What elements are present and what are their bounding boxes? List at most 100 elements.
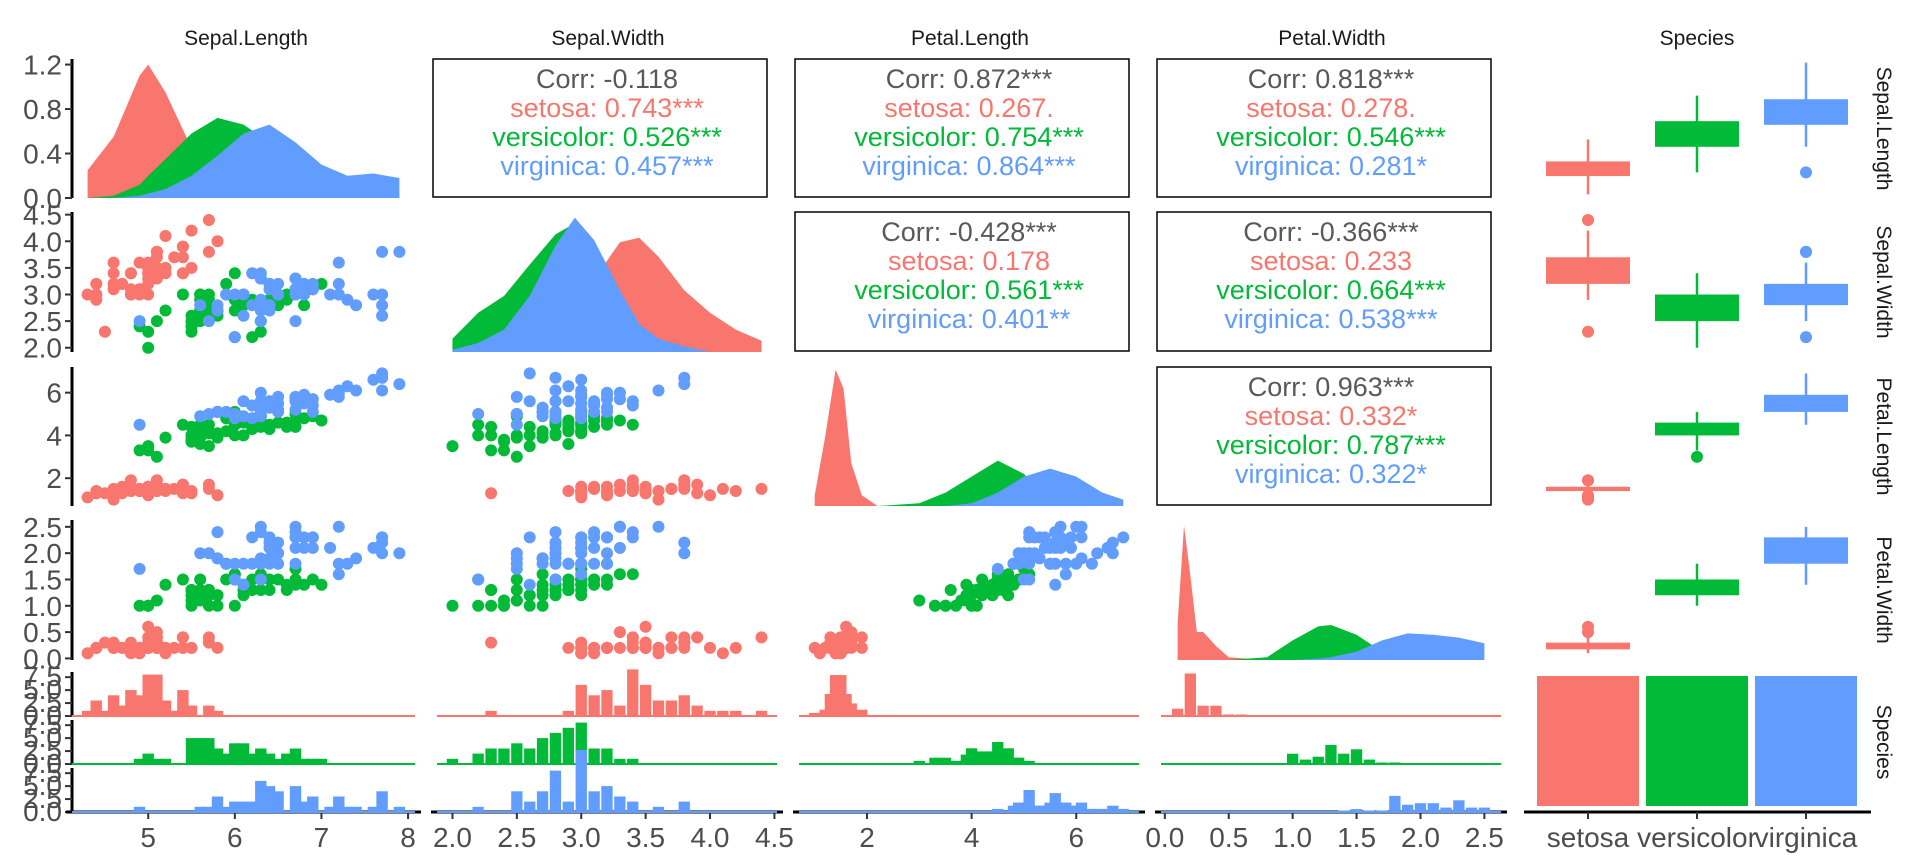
scatter-point-setosa <box>575 636 588 649</box>
scatter-point-versicolor <box>228 599 241 612</box>
y-tick-label: 1.2 <box>23 50 62 81</box>
correlation-text-overall: Corr: -0.366*** <box>1243 217 1419 247</box>
scatter-point-versicolor <box>280 420 293 433</box>
scatter-point-setosa <box>575 485 588 497</box>
correlation-text-versicolor: versicolor: 0.526*** <box>492 122 722 152</box>
scatter-point-versicolor <box>150 594 163 607</box>
scatter-point-virginica <box>263 299 276 312</box>
scatter-point-setosa <box>202 214 215 226</box>
scatter-point-virginica <box>254 267 267 280</box>
scatter-point-virginica <box>678 536 691 549</box>
scatter-point-virginica <box>1106 536 1119 549</box>
correlation-box <box>432 58 768 198</box>
scatter-point-virginica <box>272 277 285 290</box>
column-strip-label: Petal.Length <box>911 27 1029 50</box>
scatter-point-virginica <box>1038 531 1051 544</box>
scatter-point-versicolor <box>981 584 994 596</box>
scatter-point-versicolor <box>485 420 498 433</box>
scatter-point-virginica <box>306 405 319 418</box>
scatter-point-setosa <box>678 641 691 654</box>
histogram-bar-setosa <box>116 705 128 716</box>
scatter-point-versicolor <box>150 450 163 463</box>
histogram-bar-setosa <box>185 705 198 716</box>
density-area-virginica <box>814 468 1124 506</box>
histogram-bar-virginica <box>627 801 639 812</box>
scatter-point-versicolor <box>254 584 267 596</box>
histogram-bar-virginica <box>1402 804 1414 812</box>
scatter-point-versicolor <box>211 599 224 612</box>
histogram-bar-versicolor <box>575 722 587 764</box>
scatter-point-versicolor <box>485 584 498 596</box>
scatter-point-virginica <box>536 552 549 565</box>
scatter-point-setosa <box>613 626 626 639</box>
density-area-setosa <box>1177 525 1485 660</box>
scatter-point-setosa <box>150 631 163 644</box>
y-tick-label: 5.0 <box>23 770 62 801</box>
scatter-point-virginica <box>350 299 363 312</box>
scatter-point-virginica <box>194 547 207 560</box>
histogram-bar-virginica <box>229 801 241 812</box>
scatter-point-virginica <box>562 557 575 570</box>
histogram-bar-versicolor <box>272 758 284 764</box>
scatter-point-setosa <box>202 636 215 649</box>
histogram-bar-virginica <box>220 806 232 812</box>
y-tick-label: 1.5 <box>23 564 62 595</box>
y-tick-label: 0.0 <box>23 748 62 779</box>
histogram-bar-versicolor <box>1023 760 1035 764</box>
scatter-point-versicolor <box>185 589 198 602</box>
correlation-text-virginica: virginica: 0.538*** <box>1224 304 1438 334</box>
histogram-bar-versicolor <box>588 748 600 764</box>
scatter-point-virginica <box>549 573 562 586</box>
scatter-point-setosa <box>90 641 103 654</box>
x-tick-label: versicolor <box>1637 822 1757 853</box>
scatter-point-virginica <box>1059 568 1072 581</box>
histogram-bar-virginica <box>298 801 310 812</box>
scatter-point-setosa <box>601 641 613 654</box>
histogram-bar-versicolor <box>498 748 510 764</box>
correlation-text-versicolor: versicolor: 0.546*** <box>1216 122 1446 152</box>
scatter-point-setosa <box>124 636 137 649</box>
scatter-point-setosa <box>691 631 704 644</box>
scatter-point-versicolor <box>211 589 224 602</box>
histogram-bar-versicolor <box>614 758 626 764</box>
density-area-setosa <box>814 369 1124 506</box>
scatter-point-setosa <box>652 485 665 497</box>
scatter-point-virginica <box>376 384 389 397</box>
scatter-point-virginica <box>332 390 345 403</box>
histogram-bar-virginica <box>350 806 362 812</box>
scatter-point-virginica <box>332 568 345 581</box>
scatter-point-versicolor <box>562 573 575 586</box>
scatter-point-virginica <box>1023 557 1036 570</box>
histogram-bar-virginica <box>1440 807 1452 812</box>
scatter-point-versicolor <box>523 420 536 433</box>
scatter-point-virginica <box>601 388 613 401</box>
scatter-point-setosa <box>678 631 691 644</box>
boxplot-box-setosa <box>1546 642 1630 648</box>
histogram-bar-virginica <box>575 749 587 812</box>
scatter-point-versicolor <box>289 573 302 586</box>
scatter-point-versicolor <box>306 573 319 586</box>
scatter-point-virginica <box>263 536 276 549</box>
x-tick-label: setosa <box>1547 822 1630 853</box>
scatter-point-setosa <box>665 631 678 644</box>
histogram-bar-versicolor <box>485 748 497 764</box>
histogram-bar-setosa <box>588 695 600 716</box>
scatter-point-virginica <box>1075 531 1088 544</box>
scatter-point-versicolor <box>202 427 215 440</box>
scatter-point-virginica <box>575 547 588 560</box>
histogram-bar-setosa <box>665 700 677 716</box>
histogram-bar-virginica <box>1023 790 1035 812</box>
scatter-point-setosa <box>562 485 575 497</box>
correlation-text-overall: Corr: 0.872*** <box>886 64 1053 94</box>
y-tick-label: 2.5 <box>23 783 62 814</box>
scatter-point-virginica <box>1044 557 1057 570</box>
histogram-bar-virginica <box>1075 802 1088 812</box>
histogram-bar-versicolor <box>289 748 302 764</box>
scatter-point-versicolor <box>510 573 523 586</box>
scatter-point-setosa <box>107 277 120 290</box>
scatter-point-versicolor <box>970 599 983 612</box>
histogram-bar-setosa <box>614 705 626 716</box>
scatter-point-versicolor <box>194 288 207 301</box>
scatter-point-versicolor <box>194 573 207 586</box>
scatter-point-virginica <box>211 552 224 565</box>
